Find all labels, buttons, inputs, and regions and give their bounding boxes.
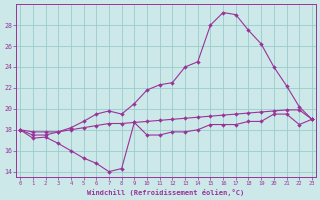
X-axis label: Windchill (Refroidissement éolien,°C): Windchill (Refroidissement éolien,°C) bbox=[87, 189, 245, 196]
